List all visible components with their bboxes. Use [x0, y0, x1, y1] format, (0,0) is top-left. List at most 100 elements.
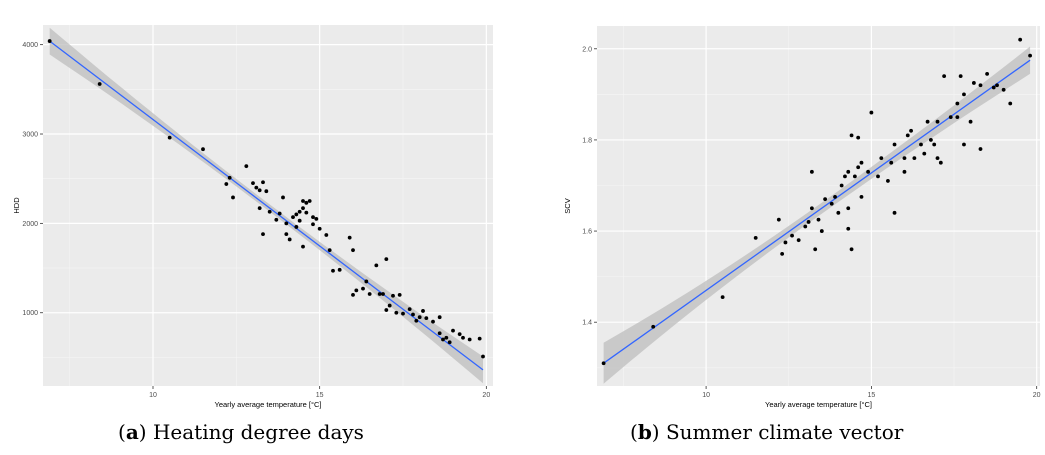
data-point — [354, 288, 359, 293]
data-point — [859, 194, 864, 199]
data-point — [424, 316, 429, 320]
data-point — [955, 101, 960, 106]
data-point — [261, 232, 265, 236]
data-point — [347, 235, 352, 240]
data-point — [876, 174, 880, 179]
data-point — [291, 215, 295, 220]
data-point — [942, 74, 947, 79]
data-point — [351, 248, 355, 253]
data-point — [839, 183, 844, 188]
data-point — [384, 308, 389, 312]
data-point — [909, 128, 913, 133]
data-point — [796, 238, 801, 243]
data-point — [317, 226, 322, 231]
data-point — [461, 335, 465, 340]
regression-line — [603, 59, 1031, 364]
data-point — [935, 119, 940, 124]
data-point — [284, 221, 289, 226]
caption-a-text: Heating degree days — [146, 420, 364, 444]
data-point — [753, 235, 758, 240]
data-point — [978, 83, 983, 88]
y-tick-label: 2.0 — [582, 46, 592, 53]
data-point — [97, 82, 102, 86]
data-point — [284, 232, 289, 236]
data-point — [481, 354, 485, 359]
data-point — [441, 337, 445, 342]
data-point — [962, 142, 966, 147]
data-point — [287, 237, 292, 242]
data-point — [813, 247, 818, 252]
data-point — [401, 311, 405, 316]
data-point — [377, 292, 382, 296]
data-point — [968, 119, 973, 124]
x-tick-label: 10 — [702, 392, 710, 399]
data-point — [922, 151, 927, 156]
data-point — [257, 206, 262, 211]
data-point — [447, 340, 452, 345]
data-point — [407, 307, 412, 312]
data-point — [846, 169, 851, 174]
data-point — [307, 199, 312, 203]
data-point — [244, 164, 249, 169]
data-point — [905, 133, 910, 138]
data-point — [301, 199, 305, 203]
data-point — [958, 74, 963, 79]
data-point — [790, 233, 794, 238]
data-point — [859, 160, 864, 165]
data-point — [231, 195, 235, 200]
data-point — [783, 240, 788, 245]
data-point — [457, 332, 462, 337]
data-point — [367, 292, 372, 296]
y-tick-label: 1000 — [22, 310, 38, 317]
data-point — [892, 142, 897, 147]
y-tick-label: 2000 — [22, 221, 38, 228]
data-point — [297, 218, 302, 223]
data-point — [451, 328, 455, 333]
data-point — [892, 210, 897, 215]
data-point — [991, 85, 996, 90]
data-point — [311, 215, 315, 220]
data-point — [301, 206, 305, 211]
chart-panel-scv: 10 15 20 1.4 1.6 1.8 2.0 Yearly average tempera… — [545, 0, 1045, 415]
y-tick-label: 3000 — [22, 132, 38, 139]
data-point — [374, 263, 379, 268]
data-point — [932, 142, 937, 147]
data-point — [324, 233, 329, 237]
data-point — [251, 181, 255, 186]
caption-a-letter: a — [125, 420, 139, 444]
data-point — [829, 201, 834, 206]
data-point — [477, 336, 482, 341]
data-point — [836, 210, 841, 215]
y-tick-label: 1.4 — [582, 320, 592, 327]
hdd-scatter-chart: 10 15 20 1000 2000 3000 4000 Yearly average tem… — [12, 25, 493, 409]
data-point — [437, 315, 442, 320]
data-point — [780, 251, 785, 256]
data-point — [849, 247, 854, 252]
data-point — [314, 217, 319, 221]
data-point — [776, 217, 781, 222]
data-point — [720, 295, 725, 300]
caption-b-text: Summer climate vector — [659, 420, 904, 444]
y-tick-label: 1.8 — [582, 137, 592, 144]
data-point — [806, 220, 811, 224]
data-point — [421, 309, 425, 313]
data-point — [327, 248, 332, 253]
data-point — [297, 209, 302, 214]
data-point — [651, 324, 656, 329]
data-point — [274, 217, 279, 222]
data-point — [925, 119, 930, 124]
data-point — [201, 147, 205, 152]
data-point — [264, 189, 269, 194]
data-point — [995, 83, 999, 88]
data-point — [846, 226, 851, 231]
caption-b: (b) Summer climate vector — [630, 420, 904, 444]
data-point — [849, 133, 854, 138]
y-axis-title: HDD — [12, 197, 21, 214]
data-point — [311, 222, 315, 227]
data-point — [809, 206, 814, 211]
data-point — [261, 180, 265, 185]
data-point — [397, 292, 402, 297]
data-point — [935, 156, 940, 161]
data-point — [962, 92, 966, 97]
data-point — [431, 319, 435, 324]
